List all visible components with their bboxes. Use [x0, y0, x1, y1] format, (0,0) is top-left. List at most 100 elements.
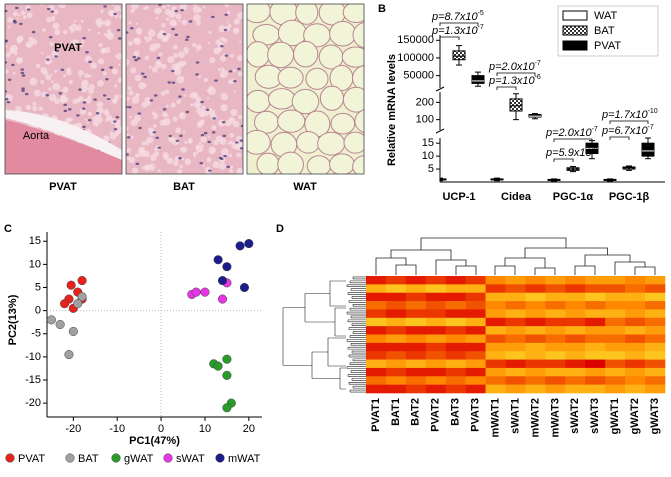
heatmap-cell [405, 342, 427, 352]
heatmap-cell [525, 309, 546, 319]
heatmap-cell [585, 367, 606, 377]
cell-texture [126, 126, 129, 131]
heatmap-cell [366, 367, 387, 377]
nucleus [211, 15, 215, 19]
cell-texture [52, 9, 59, 15]
nucleus [226, 165, 231, 169]
heatmap-cell [545, 301, 566, 310]
adipocyte [351, 65, 364, 92]
legend-label: BAT [594, 25, 615, 37]
cell-texture [116, 119, 121, 124]
box [641, 142, 655, 157]
cell-texture [173, 53, 179, 58]
heatmap-cell [385, 359, 407, 369]
heatmap-cell [366, 301, 387, 310]
cell-texture [109, 10, 116, 17]
nucleus [5, 61, 8, 64]
cell-texture [161, 63, 167, 70]
nucleus [67, 108, 72, 111]
nucleus [207, 140, 211, 144]
nucleus [205, 108, 210, 111]
point [55, 319, 65, 330]
column-label: sWAT2 [569, 398, 581, 434]
point [244, 239, 254, 249]
heatmap-cell [505, 384, 526, 394]
cell-texture [220, 104, 228, 112]
y-tick-label: 10 [422, 150, 434, 162]
cell-texture [13, 50, 18, 56]
cell-texture [169, 19, 177, 27]
heatmap-cell [645, 342, 666, 352]
heatmap-cell [525, 317, 546, 327]
point [73, 299, 83, 309]
cell-texture [80, 85, 88, 93]
heatmap-cell [385, 292, 407, 302]
heatmap-cell [425, 276, 447, 285]
cell-texture [202, 164, 205, 167]
heatmap-cell [545, 309, 566, 319]
nucleus [115, 116, 120, 119]
cell-texture [187, 139, 193, 144]
cell-texture [109, 132, 117, 140]
nucleus [5, 9, 8, 13]
legend-label: mWAT [228, 453, 261, 465]
cell-texture [111, 98, 118, 104]
nucleus [211, 131, 216, 134]
heatmap-cell [585, 351, 606, 360]
cell-texture [126, 96, 130, 101]
cell-texture [84, 118, 88, 122]
cell-texture [16, 36, 22, 41]
heatmap-cell [485, 309, 506, 319]
cell-texture [200, 119, 205, 124]
nucleus [180, 8, 184, 12]
cell-texture [66, 69, 72, 76]
x-tick-label: PGC-1α [553, 191, 594, 203]
cell-texture [209, 57, 216, 64]
cell-texture [145, 39, 149, 43]
heatmap-cell [545, 351, 566, 360]
nucleus [175, 139, 180, 143]
nucleus [93, 98, 97, 101]
cell-texture [46, 16, 52, 23]
adipocyte [305, 67, 329, 90]
dendrogram-branches [282, 276, 366, 393]
cell-texture [181, 19, 188, 26]
nucleus [174, 33, 179, 37]
cell-texture [104, 32, 108, 37]
cell-texture [105, 21, 110, 26]
heatmap-cell [445, 284, 466, 294]
heatmap-cell [366, 384, 387, 394]
heatmap-cell [405, 292, 427, 302]
cell-texture [177, 168, 183, 174]
heatmap-cell [605, 292, 626, 302]
cell-texture [196, 44, 202, 51]
cell-texture [128, 21, 132, 25]
cell-texture [228, 80, 232, 84]
heatmap-cell [605, 376, 626, 385]
cell-texture [100, 9, 104, 13]
point [239, 282, 249, 293]
cell-texture [68, 26, 73, 31]
cell-texture [16, 17, 19, 20]
column-dendrogram [375, 237, 656, 275]
point [217, 276, 228, 286]
heatmap-cell [545, 384, 566, 394]
cell-texture [133, 38, 138, 43]
heatmap-cell [405, 284, 427, 294]
point [60, 299, 70, 309]
heatmap-cell [385, 326, 407, 335]
cell-texture [229, 53, 234, 58]
column-label: gWAT2 [629, 398, 641, 434]
cell-texture [221, 67, 225, 71]
heatmap-cell [385, 367, 407, 377]
adipocyte [277, 151, 304, 174]
nucleus [5, 39, 8, 42]
heatmap-cell [525, 284, 546, 294]
adipocyte [293, 40, 319, 68]
heatmap-cell [465, 342, 486, 352]
heatmap-cell [565, 292, 586, 302]
cell-texture [87, 28, 91, 32]
nucleus [48, 36, 53, 39]
x-tick-label: 10 [199, 423, 211, 435]
cell-texture [227, 142, 231, 145]
